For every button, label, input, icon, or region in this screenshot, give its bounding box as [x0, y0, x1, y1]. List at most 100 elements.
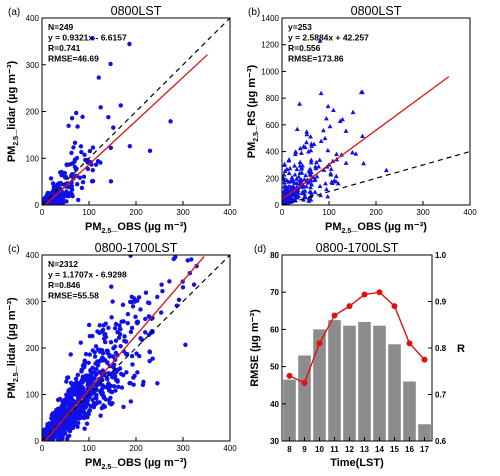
- data-point: [130, 304, 136, 309]
- stat-line: R=0.846: [48, 280, 81, 290]
- data-point: [155, 294, 160, 300]
- data-point: [109, 284, 114, 289]
- data-point: [81, 386, 86, 392]
- data-point: [86, 360, 91, 365]
- data-point: [116, 384, 121, 389]
- data-point: [300, 182, 306, 188]
- data-point: [191, 282, 197, 287]
- data-point: [173, 255, 178, 260]
- data-point: [128, 399, 134, 404]
- y-tick-label-right: 0.7: [435, 391, 447, 400]
- data-point: [58, 180, 63, 186]
- data-point: [97, 323, 102, 328]
- fit-line: [43, 255, 205, 441]
- data-point: [334, 151, 339, 156]
- data-point: [147, 300, 152, 306]
- data-point: [108, 339, 114, 345]
- data-point: [323, 181, 328, 186]
- y-tick-label: 200: [26, 344, 40, 353]
- data-point: [83, 157, 88, 163]
- data-point: [282, 189, 288, 195]
- data-point: [308, 134, 313, 139]
- y-tick-label-left: 40: [270, 400, 279, 409]
- data-point: [106, 114, 111, 120]
- x-tick-label: 300: [176, 444, 190, 453]
- stat-line: RMSE=173.86: [288, 54, 344, 64]
- data-point: [147, 349, 153, 355]
- data-point: [313, 165, 319, 171]
- data-point: [113, 388, 118, 393]
- data-point: [68, 352, 73, 357]
- data-point: [110, 354, 116, 359]
- data-point: [317, 157, 323, 162]
- data-point: [92, 354, 98, 359]
- y-axis-label: PM2.5_lidar (µg m⁻³): [6, 297, 20, 399]
- y-tick-label-right: 0.6: [435, 437, 447, 446]
- data-point: [118, 343, 123, 349]
- data-point: [84, 421, 90, 426]
- data-point: [97, 330, 102, 336]
- r-point: [421, 356, 428, 363]
- data-point: [53, 418, 58, 424]
- x-tick-label: 400: [223, 208, 237, 217]
- data-point: [159, 282, 164, 287]
- x-tick-label: 17: [420, 445, 429, 454]
- data-point: [300, 163, 305, 168]
- data-point: [118, 326, 123, 332]
- data-point: [98, 413, 103, 418]
- data-point: [304, 139, 309, 145]
- data-point: [96, 75, 101, 80]
- rmse-bar: [373, 325, 386, 441]
- data-point: [324, 186, 329, 192]
- data-point: [115, 329, 120, 335]
- r-point: [406, 340, 413, 347]
- data-point: [89, 179, 95, 184]
- data-point: [112, 367, 118, 373]
- panel-label: (b): [248, 7, 260, 18]
- y-tick-label: 400: [26, 14, 40, 23]
- data-point: [308, 177, 313, 182]
- data-point: [57, 436, 63, 441]
- data-point: [282, 172, 287, 177]
- data-point: [65, 418, 70, 423]
- data-point: [128, 329, 134, 335]
- data-point: [73, 376, 79, 382]
- one-to-one-line: [42, 255, 230, 441]
- data-point: [325, 147, 331, 153]
- data-point: [331, 178, 337, 183]
- data-point: [76, 391, 81, 396]
- data-point: [306, 198, 312, 203]
- y-tick-label: 0: [275, 201, 280, 210]
- data-point: [292, 163, 297, 168]
- data-point: [129, 353, 135, 359]
- r-point: [286, 372, 293, 379]
- data-point: [317, 38, 323, 43]
- x-tick-label: 12: [345, 445, 354, 454]
- data-point: [325, 103, 331, 109]
- data-point: [313, 0, 318, 1]
- data-point: [79, 149, 84, 155]
- data-point: [311, 177, 317, 183]
- data-point: [189, 257, 194, 262]
- data-point: [124, 370, 129, 375]
- data-point: [297, 159, 303, 165]
- data-point: [79, 369, 84, 374]
- data-point: [75, 372, 81, 378]
- data-point: [63, 407, 69, 412]
- data-point: [115, 367, 121, 372]
- y-tick-label: 400: [26, 251, 40, 260]
- data-point: [64, 379, 69, 384]
- data-point: [105, 377, 110, 382]
- data-point: [111, 362, 117, 367]
- y-axis-label-left: RMSE (µg m⁻³): [249, 309, 261, 387]
- data-point: [155, 381, 160, 386]
- fit-line: [282, 76, 450, 200]
- data-point: [176, 297, 182, 302]
- data-point: [160, 288, 165, 294]
- x-tick-label: 14: [375, 445, 384, 454]
- x-tick-label: 300: [176, 208, 190, 217]
- data-point: [74, 110, 79, 116]
- stat-line: y = 0.9321x - 6.6157: [48, 33, 127, 43]
- data-point: [113, 338, 119, 343]
